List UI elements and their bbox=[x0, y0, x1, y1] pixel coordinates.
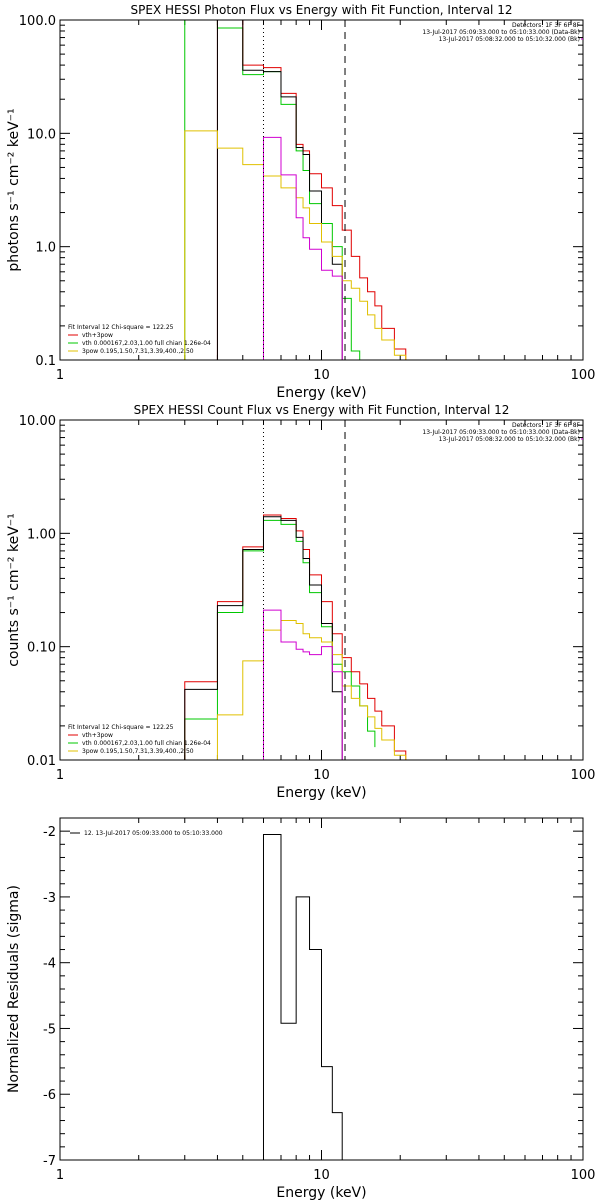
plot-area bbox=[184, 514, 407, 760]
y-tick-label: 1.00 bbox=[27, 527, 56, 542]
header-line: 13-Jul-2017 05:08:32.000 to 05:10:32.000… bbox=[439, 36, 580, 43]
y-tick-label: 1.0 bbox=[35, 241, 56, 256]
x-tick-label: 1 bbox=[56, 368, 64, 383]
series-green-step bbox=[184, 20, 361, 360]
plot-frame bbox=[59, 419, 584, 761]
chart-title: SPEX HESSI Photon Flux vs Energy with Fi… bbox=[131, 3, 513, 17]
legend-entry: vth 0.000167,2.03,1.00 full chian 1.26e-… bbox=[82, 740, 211, 747]
y-axis: -7 -6 -5 -4 -3 -2 Normalized Residuals (sigma) bbox=[6, 825, 583, 1169]
x-axis: 1 10 100 Energy (keV) bbox=[56, 818, 596, 1200]
y-tick-label: 10.00 bbox=[19, 414, 56, 429]
header-line: 13-Jul-2017 05:08:32.000 to 05:10:32.000… bbox=[439, 436, 580, 443]
x-axis-label: Energy (keV) bbox=[276, 1185, 366, 1200]
plot-frame bbox=[59, 817, 584, 1161]
plot-area bbox=[184, 20, 407, 360]
y-axis-label: Normalized Residuals (sigma) bbox=[6, 885, 22, 1093]
legend-entry: Fit Interval 12 Chi-square = 122.25 bbox=[68, 724, 174, 731]
y-tick-label: 0.01 bbox=[27, 754, 56, 769]
legend-entry: vth 0.000167,2.03,1.00 full chian 1.26e-… bbox=[82, 340, 211, 347]
panel-2: SPEX HESSI Count Flux vs Energy with Fit… bbox=[6, 403, 595, 801]
header-line: 13-Jul-2017 05:09:33.000 to 05:10:33.000… bbox=[422, 29, 580, 36]
series-yellow-step bbox=[184, 130, 407, 360]
y-axis-label: photons s⁻¹ cm⁻² keV⁻¹ bbox=[6, 108, 22, 271]
series-magenta-step bbox=[262, 609, 343, 760]
x-tick-label: 10 bbox=[313, 1168, 330, 1183]
series-black-step bbox=[184, 516, 343, 760]
y-tick-label: -6 bbox=[43, 1088, 56, 1103]
y-tick-label: 100.0 bbox=[19, 14, 56, 29]
y-axis: 0.01 0.10 1.00 10.00 counts s⁻¹ cm⁻² keV⁻¹ bbox=[6, 414, 583, 769]
panel-3: 1 10 100 Energy (keV) -7 -6 -5 -4 -3 -2 Normalized… bbox=[6, 817, 596, 1200]
x-tick-label: 10 bbox=[313, 368, 330, 383]
legend-entry: 3pow 0.195,1.50,7.31,3.39,400.,2.50 bbox=[82, 348, 194, 355]
legend-entry: Fit Interval 12 Chi-square = 122.25 bbox=[68, 324, 174, 331]
x-axis: 1 10 100 Energy (keV) bbox=[56, 20, 596, 401]
header-line: 13-Jul-2017 05:09:33.000 to 05:10:33.000… bbox=[422, 429, 580, 436]
y-axis-label: counts s⁻¹ cm⁻² keV⁻¹ bbox=[6, 513, 22, 667]
y-axis: 0.1 1.0 10.0 100.0 photons s⁻¹ cm⁻² keV⁻¹ bbox=[6, 14, 583, 369]
x-tick-label: 100 bbox=[571, 368, 596, 383]
legend-entry: vth+3pow bbox=[82, 332, 113, 339]
x-axis-label: Energy (keV) bbox=[276, 385, 366, 401]
y-tick-label: -5 bbox=[43, 1022, 56, 1037]
x-tick-label: 1 bbox=[56, 1168, 64, 1183]
x-tick-label: 100 bbox=[571, 768, 596, 783]
series-green-step bbox=[184, 519, 376, 760]
series-magenta-step bbox=[262, 136, 343, 360]
series-red-step bbox=[184, 514, 407, 760]
x-axis: 1 10 100 Energy (keV) bbox=[56, 420, 596, 801]
plot-frame bbox=[59, 19, 584, 361]
x-axis-label: Energy (keV) bbox=[276, 785, 366, 801]
y-tick-label: -2 bbox=[43, 825, 56, 840]
y-tick-label: 0.10 bbox=[27, 641, 56, 656]
panel-1: SPEX HESSI Photon Flux vs Energy with Fi… bbox=[6, 3, 595, 401]
plot-area bbox=[262, 833, 343, 1160]
legend-entry: 12. 13-Jul-2017 05:09:33.000 to 05:10:33… bbox=[84, 830, 223, 837]
y-tick-label: 10.0 bbox=[27, 127, 56, 142]
y-tick-label: -3 bbox=[43, 891, 56, 906]
x-tick-label: 100 bbox=[571, 1168, 596, 1183]
legend-entry: 3pow 0.195,1.50,7.31,3.39,400.,2.50 bbox=[82, 748, 194, 755]
header-line: Detectors: 1F 3F 6F 8F bbox=[512, 422, 581, 429]
x-tick-label: 1 bbox=[56, 768, 64, 783]
series-red-step bbox=[216, 20, 407, 360]
legend-entry: vth+3pow bbox=[82, 732, 113, 739]
y-tick-label: 0.1 bbox=[35, 354, 56, 369]
chart-title: SPEX HESSI Count Flux vs Energy with Fit… bbox=[134, 403, 510, 417]
series-black-step bbox=[262, 833, 343, 1160]
header-line: Detectors: 1F 3F 6F 8F bbox=[512, 22, 581, 29]
y-tick-label: -4 bbox=[43, 957, 56, 972]
y-tick-label: -7 bbox=[43, 1154, 56, 1169]
series-black-step bbox=[216, 20, 343, 360]
x-tick-label: 10 bbox=[313, 768, 330, 783]
